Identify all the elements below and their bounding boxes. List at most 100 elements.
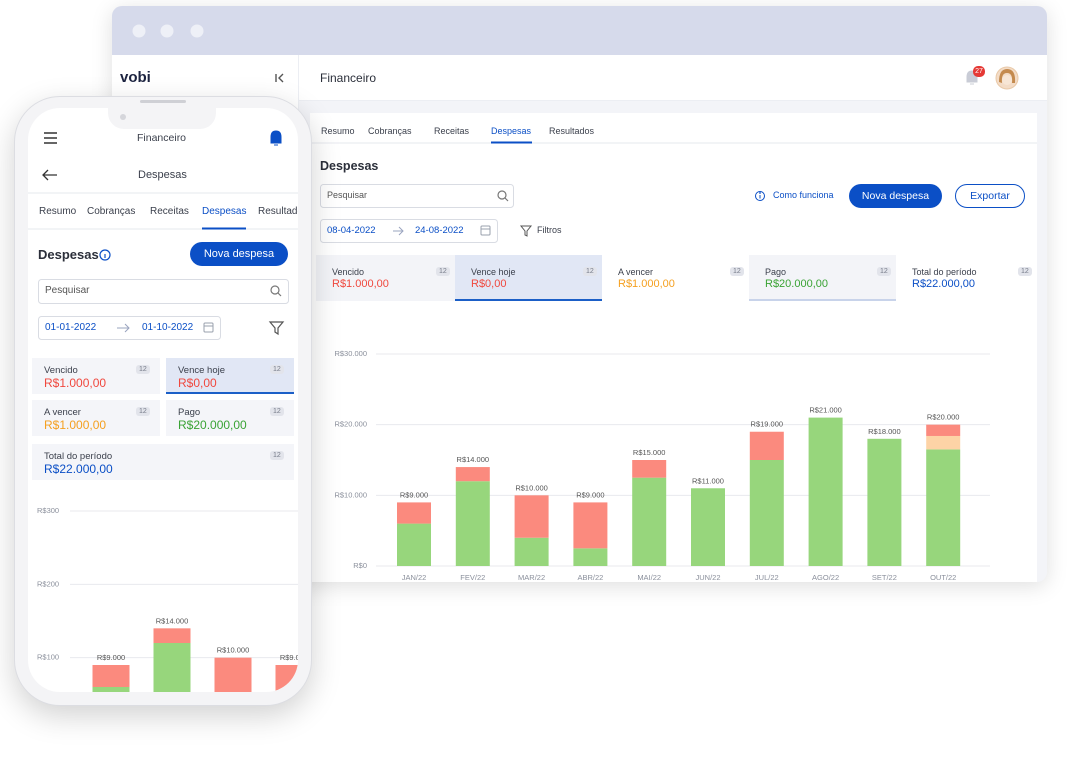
summary-card[interactable] <box>166 400 294 436</box>
x-tick-label: JUL/22 <box>755 573 779 582</box>
card-value: R$22.000,00 <box>912 278 975 290</box>
avatar-hair <box>999 69 1016 83</box>
page-subtitle: Despesas <box>138 169 187 181</box>
filter-icon[interactable] <box>519 225 533 237</box>
summary-card[interactable] <box>32 444 294 480</box>
bar-total-label: R$9.000 <box>400 490 428 499</box>
x-tick-label: SET/22 <box>872 573 897 582</box>
tab[interactable]: Resumo <box>39 206 77 217</box>
summary-card[interactable] <box>32 400 160 436</box>
notification-badge: 27 <box>973 66 985 77</box>
search-box[interactable] <box>38 279 289 304</box>
card-label: Pago <box>178 407 201 418</box>
filter-icon[interactable] <box>268 321 285 336</box>
bar-segment <box>397 523 431 566</box>
search-icon <box>497 190 509 202</box>
bar-total-label: R$9.000 <box>280 653 298 662</box>
bar-segment <box>153 643 191 692</box>
search-placeholder: Pesquisar <box>45 285 90 296</box>
card-value: R$1.000,00 <box>44 418 107 432</box>
bell-icon[interactable] <box>270 130 282 146</box>
summary-card[interactable] <box>896 255 1037 301</box>
y-tick-label: R$10.000 <box>334 490 367 499</box>
bar-segment <box>926 435 961 450</box>
tab[interactable]: Receitas <box>150 206 189 217</box>
bar-total-label: R$15.000 <box>633 448 666 457</box>
y-tick-label: R$200 <box>37 579 59 588</box>
search-box[interactable] <box>320 184 514 208</box>
bar-total-label: R$19.000 <box>751 420 784 429</box>
x-tick-label: OUT/22 <box>930 573 956 582</box>
card-label: Vence hoje <box>471 267 516 277</box>
window-titlebar <box>112 6 1047 55</box>
summary-card[interactable] <box>455 255 602 301</box>
date-end: 24-08-2022 <box>415 225 464 236</box>
bar-segment <box>153 628 191 643</box>
card-count: 12 <box>877 267 891 276</box>
date-arrow <box>393 226 404 236</box>
tab[interactable]: Cobranças <box>368 126 412 136</box>
summary-card[interactable] <box>749 255 896 301</box>
summary-card[interactable] <box>316 255 455 301</box>
tab[interactable]: Despesas <box>491 126 532 136</box>
bar-segment <box>632 477 667 566</box>
bar-segment <box>514 495 549 538</box>
card-count: 12 <box>270 365 284 374</box>
bar-total-label: R$9.000 <box>576 490 604 499</box>
card-label: Total do período <box>912 267 977 277</box>
bar-segment <box>275 665 298 692</box>
tab[interactable]: Resultados <box>549 126 595 136</box>
x-tick-label: JAN/22 <box>402 573 427 582</box>
tab[interactable]: Receitas <box>434 126 470 136</box>
bar-segment <box>92 687 130 692</box>
date-start: 01-01-2022 <box>45 322 97 333</box>
bar-segment <box>92 665 130 687</box>
card-label: Vence hoje <box>178 365 226 376</box>
y-tick-label: R$300 <box>37 506 59 515</box>
card-count: 12 <box>730 267 744 276</box>
card-value: R$0,00 <box>178 376 217 390</box>
bar-total-label: R$20.000 <box>927 413 960 422</box>
x-tick-label: FEV/22 <box>460 573 485 582</box>
collapse-icon[interactable] <box>275 73 284 83</box>
back-arrow[interactable] <box>42 169 57 181</box>
bar-total-label: R$14.000 <box>457 455 490 464</box>
bar-segment <box>926 449 961 566</box>
calendar-icon <box>203 322 214 333</box>
bar-total-label: R$14.000 <box>156 616 189 625</box>
menu-icon[interactable] <box>44 132 57 144</box>
new-expense-button[interactable]: Nova despesa <box>190 242 288 266</box>
date-range-box[interactable] <box>320 219 498 243</box>
tab[interactable]: Despesas <box>202 206 247 217</box>
y-tick-label: R$100 <box>37 653 59 662</box>
bar-total-label: R$11.000 <box>692 476 724 485</box>
desktop-chart: R$0 R$10.000 R$20.000 R$30.000 R$9.000 JAN/22… <box>334 349 990 582</box>
tab[interactable]: Resultados <box>258 206 298 217</box>
logo: vobi <box>120 69 151 86</box>
bar-segment <box>926 424 961 436</box>
y-tick-label: R$0 <box>353 561 367 570</box>
bar-total-label: R$21.000 <box>809 406 842 415</box>
export-button[interactable]: Exportar <box>955 184 1025 208</box>
filters-button[interactable]: Filtros <box>537 225 562 235</box>
search-icon <box>270 285 282 297</box>
tab[interactable]: Resumo <box>321 126 355 136</box>
summary-card[interactable] <box>602 255 749 301</box>
summary-card[interactable] <box>166 358 294 394</box>
card-count: 12 <box>136 365 150 374</box>
summary-card[interactable] <box>32 358 160 394</box>
info-icon <box>755 191 765 201</box>
card-value: R$22.000,00 <box>44 462 113 476</box>
help-link[interactable]: Como funciona <box>773 190 834 200</box>
x-tick-label: MAI/22 <box>637 573 661 582</box>
mobile-chart: R$100 R$200 R$300 R$9.000 R$14.000 R$10.000 R$… <box>37 506 298 692</box>
tab[interactable]: Cobranças <box>87 206 136 217</box>
card-value: R$1.000,00 <box>332 278 389 290</box>
new-expense-button[interactable]: Nova despesa <box>849 184 942 208</box>
card-value: R$1.000,00 <box>618 278 675 290</box>
bar-segment <box>397 502 431 524</box>
y-tick-label: R$20.000 <box>334 420 367 429</box>
